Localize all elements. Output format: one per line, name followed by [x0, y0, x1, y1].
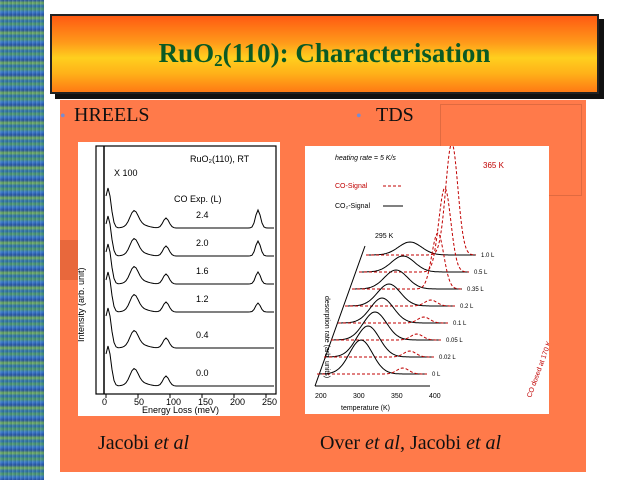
hreels-xtick-label: 50 — [134, 397, 144, 407]
hreels-exposure-label: 0.4 — [196, 330, 209, 340]
tds-co2-curve — [331, 311, 441, 341]
tds-legend-co: CO-Signal — [335, 183, 368, 190]
hreels-spectrum-line — [105, 307, 274, 349]
tds-dose-label: 0.2 L — [460, 304, 474, 310]
tds-co-curve — [317, 367, 427, 375]
tds-dose-label: 0 L — [432, 372, 441, 378]
tds-xtick-label: 400 — [429, 393, 441, 400]
hreels-spectrum-line — [105, 243, 274, 285]
tds-co-curve — [359, 187, 470, 273]
hreels-exposure-label: 2.4 — [196, 210, 209, 220]
hreels-magnification: X 100 — [114, 168, 138, 178]
hreels-xtick-label: 0 — [102, 397, 107, 407]
tds-co-curve — [366, 142, 477, 256]
hreels-xtick-label: 200 — [230, 397, 245, 407]
tds-peak-label: 365 K — [483, 161, 505, 170]
hreels-sample-label: RuO₂(110), RT — [190, 154, 250, 164]
hreels-spectrum-line — [105, 187, 274, 229]
hreels-xtick-label: 100 — [166, 397, 181, 407]
hreels-ylabel: Intensity (arb. unit) — [78, 267, 86, 342]
tds-dose-label: 0.02 L — [439, 355, 456, 361]
tds-dose-label: 0.1 L — [453, 321, 467, 327]
tds-xtick-label: 350 — [391, 393, 403, 400]
tds-ylabel: desorption rate (arb. units) — [323, 296, 330, 378]
tds-xtick-label: 300 — [353, 393, 365, 400]
tds-co-curve — [324, 350, 434, 358]
tds-co2-curve — [345, 283, 455, 307]
tds-peak2-label: 295 K — [375, 233, 394, 240]
bullet-icon: • — [356, 108, 362, 125]
hreels-xtick-label: 250 — [262, 397, 277, 407]
hreels-exposure-label: 2.0 — [196, 238, 209, 248]
tds-caption: Over et al, Jacobi et al — [320, 432, 502, 454]
tds-co-curve — [338, 316, 448, 324]
tds-co2-curve — [338, 297, 448, 324]
hreels-exposure-label: 0.0 — [196, 368, 209, 378]
decorative-side-strip-overlay — [0, 0, 44, 480]
tds-co2-curve — [366, 241, 476, 256]
tds-dose-label: 0.35 L — [467, 287, 484, 293]
tds-co2-curve — [324, 325, 434, 358]
tds-co2-curve — [359, 255, 469, 273]
tds-dose-label: 0.05 L — [446, 338, 463, 344]
hreels-xlabel: Energy Loss (meV) — [142, 405, 219, 415]
tds-xlabel: temperature (K) — [341, 405, 390, 412]
tds-co-curve — [352, 232, 462, 290]
hreels-spectrum-line — [105, 215, 274, 257]
bullet-icon: • — [60, 108, 66, 125]
tds-co2-curve — [317, 339, 427, 375]
hreels-spectrum-line — [105, 345, 274, 387]
title-banner: RuO2(110): Characterisation — [50, 14, 599, 94]
tds-spectra-svg: heating rate = 5 K/s CO-Signal CO₂-Signa… — [314, 142, 553, 412]
tds-side-label: CO dosed at 170 K — [526, 340, 549, 399]
tds-xtick-label: 200 — [315, 393, 327, 400]
tds-dose-label: 1.0 L — [481, 253, 495, 259]
hreels-legend-title: CO Exp. (L) — [174, 194, 222, 204]
hreels-heading: HREELS — [74, 104, 150, 126]
hreels-xtick-label: 150 — [198, 397, 213, 407]
tds-plot: heating rate = 5 K/s CO-Signal CO₂-Signa… — [305, 142, 553, 414]
hreels-plot: RuO₂(110), RT X 100 CO Exp. (L) 2.4 2.0 1.… — [76, 142, 280, 416]
tds-co2-curve — [352, 269, 462, 290]
hreels-exposure-label: 1.6 — [196, 266, 209, 276]
hreels-caption: Jacobi et al — [98, 432, 190, 454]
decorative-side-strip — [0, 0, 44, 480]
tds-dose-label: 0.5 L — [474, 270, 488, 276]
hreels-exposure-label: 1.2 — [196, 294, 209, 304]
hreels-spectrum-line — [105, 271, 274, 313]
hreels-spectra-svg: RuO₂(110), RT X 100 CO Exp. (L) 2.4 2.0 1.… — [76, 145, 277, 415]
tds-co-curve — [331, 333, 441, 341]
tds-legend-heating: heating rate = 5 K/s — [335, 155, 396, 162]
tds-co-curve — [345, 299, 455, 307]
tds-heading: TDS — [376, 104, 414, 126]
slide-title: RuO2(110): Characterisation — [158, 38, 491, 70]
tds-legend-co2: CO₂-Signal — [335, 203, 370, 210]
